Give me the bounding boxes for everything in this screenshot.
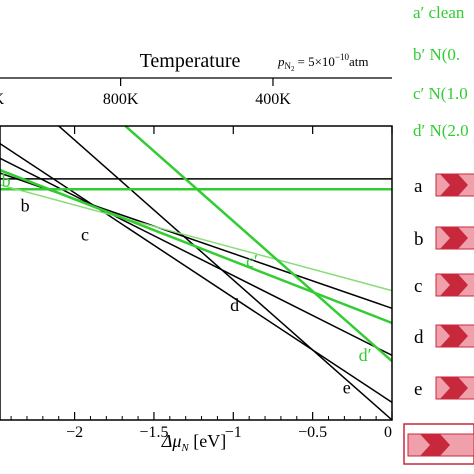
x-tick-label: −1.5	[139, 424, 168, 441]
pressure-condition: pN2 = 5×10−10atm	[277, 52, 369, 73]
curve-labels: bb c c′ d d′ e	[2, 170, 372, 397]
pressure-unit: atm	[349, 54, 369, 69]
x-axis-title-main: Δμ	[161, 431, 182, 451]
legend-marker-label: b	[414, 229, 424, 250]
legend-text-items: a′ clean b′ N(0. c′ N(1.0 d′ N(2.0	[413, 3, 469, 140]
curve-label-d-prime: d′	[359, 345, 372, 365]
legend-marker-label: a	[414, 176, 423, 197]
curve-label-e: e	[343, 378, 351, 398]
legend-text-item: b′ N(0.	[413, 45, 460, 64]
pressure-exponent: −10	[335, 52, 350, 62]
x-ticks: −2 −1.5 −1 −0.5 0	[10, 126, 393, 441]
x-axis-title-sub: N	[180, 442, 189, 454]
legend-marker-items: a b c d e	[403, 173, 474, 465]
x-axis-title-unit: [eV]	[189, 431, 226, 451]
legend-text-item: d′ N(2.0	[413, 121, 469, 140]
plot-frame	[0, 125, 393, 421]
curve-label-c-prime: c′	[246, 251, 258, 271]
top-axis: Temperature pN2= 5×10−10atm K 800K 400K	[0, 50, 392, 108]
x-tick-label: 0	[384, 424, 392, 441]
pressure-subscript: N	[285, 61, 292, 71]
legend-chevron-icon	[435, 324, 474, 348]
legend-chevron-icon	[403, 423, 474, 465]
top-tick-label: K	[0, 91, 5, 108]
legend-chevron-icon	[435, 273, 474, 297]
curve-label-c: c	[81, 225, 89, 245]
legend-chevron-icon	[435, 173, 474, 197]
series-line-c-prime	[0, 168, 393, 325]
legend-marker-label: d	[414, 327, 424, 348]
legend-chevron-icon	[435, 226, 474, 250]
legend-text-item: c′ N(1.0	[413, 84, 468, 103]
curve-label-b: b	[2, 170, 11, 190]
series-lines	[0, 125, 393, 421]
series-line-d	[0, 143, 393, 403]
top-tick-label: 800K	[103, 91, 139, 108]
top-axis-title: Temperature	[140, 50, 241, 72]
series-line-b-prime	[0, 184, 393, 292]
series-line-c	[0, 157, 393, 356]
plot-area: −2 −1.5 −1 −0.5 0 bb c c′ d d′ e	[0, 125, 393, 441]
pressure-symbol: p	[277, 54, 285, 69]
legend-text-item: a′ clean	[413, 3, 465, 22]
x-tick-label: −1	[225, 424, 242, 441]
x-tick-label: −0.5	[298, 424, 327, 441]
legend-marker-label: e	[414, 379, 422, 400]
legend-chevron-icon	[435, 376, 474, 400]
pressure-subsubscript: 2	[291, 65, 295, 73]
x-tick-label: −2	[66, 424, 83, 441]
curve-label-b: b	[21, 195, 30, 215]
series-line-e	[58, 125, 393, 421]
legend-marker-label: c	[414, 276, 422, 297]
x-axis-title: ΔμN [eV]	[161, 431, 226, 454]
curve-label-d: d	[230, 295, 239, 315]
pressure-equals: = 5×10	[298, 54, 335, 69]
top-tick-label: 400K	[255, 91, 291, 108]
top-ticks: K 800K 400K	[0, 78, 291, 108]
series-line-d-prime	[124, 125, 393, 363]
